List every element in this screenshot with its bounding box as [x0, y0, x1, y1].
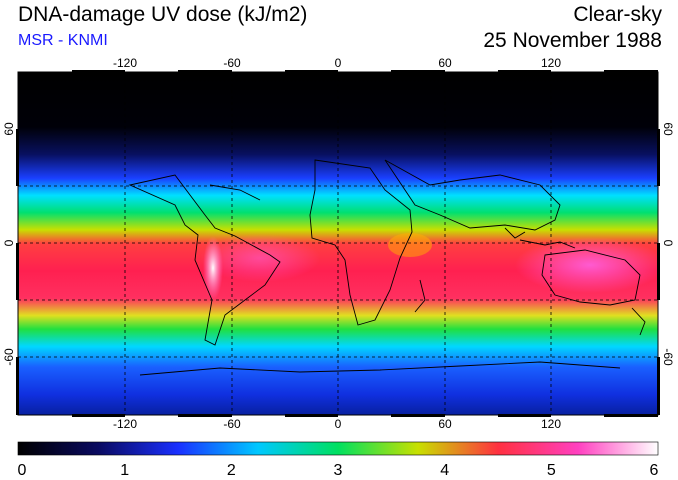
lon-tick-top: -60 — [223, 56, 241, 70]
lat-tick-left: 60 — [2, 122, 16, 136]
lat-labels-right: 60 0 -60 — [661, 122, 675, 366]
colorbar-tick-label: 6 — [650, 462, 659, 479]
lon-tick-bottom: -60 — [223, 417, 241, 431]
lon-labels-bottom: -120 -60 0 60 120 — [113, 417, 561, 431]
colorbar: 0 1 2 3 4 5 6 — [17, 441, 659, 479]
colorbar-tick-label: 4 — [440, 462, 449, 479]
colorbar-tick-label: 2 — [227, 462, 236, 479]
lat-tick-left: 0 — [2, 239, 16, 246]
lon-tick-bottom: 0 — [335, 417, 342, 431]
lon-tick-top: 120 — [541, 56, 561, 70]
colorbar-tick-label: 5 — [547, 462, 556, 479]
lon-tick-top: -120 — [113, 56, 137, 70]
colorbar-gradient — [17, 441, 659, 456]
uv-peak-andes — [203, 236, 223, 300]
uv-patch-africa — [388, 233, 432, 257]
lon-tick-top: 60 — [438, 56, 452, 70]
sky-mode-label: Clear-sky — [573, 3, 662, 26]
date-label: 25 November 1988 — [483, 29, 662, 52]
lat-tick-left: -60 — [2, 348, 16, 366]
colorbar-tick-label: 3 — [334, 462, 343, 479]
lat-tick-right: 0 — [661, 240, 675, 247]
lat-labels-left: 60 0 -60 — [2, 122, 16, 366]
lon-tick-bottom: -120 — [113, 417, 137, 431]
coastlines — [128, 159, 646, 376]
graticule — [18, 72, 658, 415]
colorbar-tick-label: 0 — [18, 462, 27, 479]
lon-labels-top: -120 -60 0 60 120 — [113, 56, 561, 70]
lon-tick-bottom: 120 — [541, 417, 561, 431]
map-frame — [16, 70, 660, 417]
uv-hotspot-atlantic — [200, 234, 320, 282]
map-title: DNA-damage UV dose (kJ/m2) — [18, 3, 308, 26]
lat-tick-right: -60 — [661, 348, 675, 366]
lon-tick-bottom: 60 — [438, 417, 452, 431]
uv-hotspot-australia — [515, 237, 658, 293]
lat-tick-right: 60 — [661, 122, 675, 136]
organization-label: MSR - KNMI — [18, 32, 108, 49]
lon-tick-top: 0 — [335, 56, 342, 70]
colorbar-tick-label: 1 — [120, 462, 129, 479]
